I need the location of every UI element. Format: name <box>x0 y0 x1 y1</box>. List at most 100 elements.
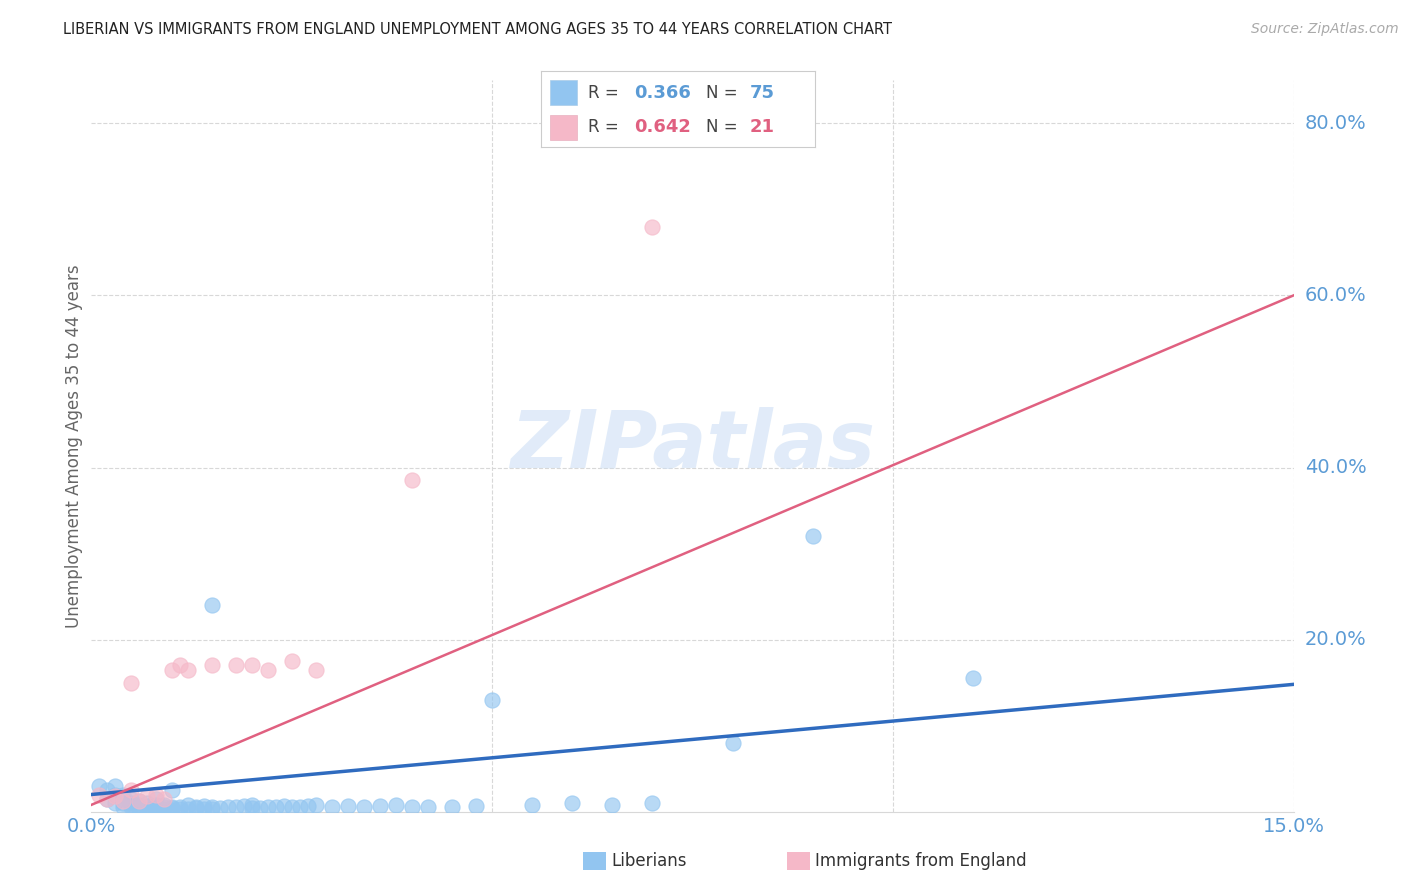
Point <box>145 801 167 815</box>
Point <box>121 792 143 806</box>
Point <box>112 796 135 810</box>
Point <box>169 802 191 816</box>
Point <box>145 792 167 806</box>
Point <box>121 783 143 797</box>
Point <box>193 802 215 816</box>
Text: LIBERIAN VS IMMIGRANTS FROM ENGLAND UNEMPLOYMENT AMONG AGES 35 TO 44 YEARS CORRE: LIBERIAN VS IMMIGRANTS FROM ENGLAND UNEM… <box>63 22 893 37</box>
Point <box>561 796 583 810</box>
Point <box>193 798 215 813</box>
Point <box>145 803 167 817</box>
Point <box>184 801 207 815</box>
Point <box>160 783 183 797</box>
Point <box>152 800 174 814</box>
Text: ZIPatlas: ZIPatlas <box>510 407 875 485</box>
Point <box>160 663 183 677</box>
Point <box>89 779 111 793</box>
Y-axis label: Unemployment Among Ages 35 to 44 years: Unemployment Among Ages 35 to 44 years <box>65 264 83 628</box>
Text: N =: N = <box>706 84 742 102</box>
Point <box>201 802 224 816</box>
Point <box>440 799 463 814</box>
Point <box>128 797 150 812</box>
Point <box>145 799 167 814</box>
Point <box>121 800 143 814</box>
Text: 60.0%: 60.0% <box>1305 286 1367 305</box>
Point <box>136 802 159 816</box>
Point <box>136 789 159 804</box>
Point <box>641 219 664 234</box>
Point <box>305 663 328 677</box>
Text: 21: 21 <box>749 119 775 136</box>
Point <box>305 797 328 812</box>
Point <box>208 801 231 815</box>
Point <box>112 800 135 814</box>
Point <box>112 794 135 808</box>
Point <box>240 801 263 815</box>
Point <box>152 802 174 816</box>
Point <box>602 797 624 812</box>
Point <box>522 797 544 812</box>
Point <box>104 779 127 793</box>
Point <box>169 800 191 814</box>
Point <box>169 658 191 673</box>
Point <box>160 799 183 814</box>
Point <box>353 799 375 814</box>
Point <box>128 794 150 808</box>
Text: 75: 75 <box>749 84 775 102</box>
Point <box>176 797 198 812</box>
Point <box>321 799 343 814</box>
Text: Source: ZipAtlas.com: Source: ZipAtlas.com <box>1251 22 1399 37</box>
Point <box>201 658 224 673</box>
Point <box>401 474 423 488</box>
Point <box>201 800 224 814</box>
Point <box>256 800 278 814</box>
Text: R =: R = <box>588 84 624 102</box>
Point <box>104 788 127 802</box>
Point <box>104 789 127 804</box>
Point <box>160 801 183 815</box>
Point <box>217 800 239 814</box>
Point <box>152 797 174 812</box>
Point <box>96 792 118 806</box>
Point <box>297 798 319 813</box>
Point <box>385 797 408 812</box>
Point <box>256 663 278 677</box>
Bar <box>550 115 576 140</box>
Point <box>89 788 111 802</box>
Point <box>121 675 143 690</box>
Point <box>128 802 150 816</box>
Point <box>721 736 744 750</box>
Point <box>145 788 167 802</box>
Point <box>96 792 118 806</box>
Text: 0.366: 0.366 <box>634 84 692 102</box>
Bar <box>550 80 576 104</box>
Point <box>225 799 247 814</box>
Point <box>249 801 271 815</box>
Point <box>368 798 391 813</box>
Point <box>240 658 263 673</box>
Point <box>136 796 159 810</box>
Point <box>136 800 159 814</box>
Text: N =: N = <box>706 119 742 136</box>
Point <box>121 797 143 812</box>
Text: 0.642: 0.642 <box>634 119 692 136</box>
Point <box>112 788 135 802</box>
Point <box>281 800 304 814</box>
Point <box>401 799 423 814</box>
Point <box>481 693 503 707</box>
Point <box>465 798 488 813</box>
Point <box>273 798 295 813</box>
Point <box>145 797 167 812</box>
Point <box>641 796 664 810</box>
Point <box>416 799 439 814</box>
Point <box>801 529 824 543</box>
Point <box>160 803 183 817</box>
Text: Immigrants from England: Immigrants from England <box>815 852 1028 870</box>
Point <box>121 796 143 810</box>
Point <box>176 802 198 816</box>
Point <box>232 798 254 813</box>
Point <box>96 783 118 797</box>
Point <box>225 658 247 673</box>
Point <box>136 798 159 813</box>
Point <box>104 796 127 810</box>
Text: 80.0%: 80.0% <box>1305 114 1367 133</box>
